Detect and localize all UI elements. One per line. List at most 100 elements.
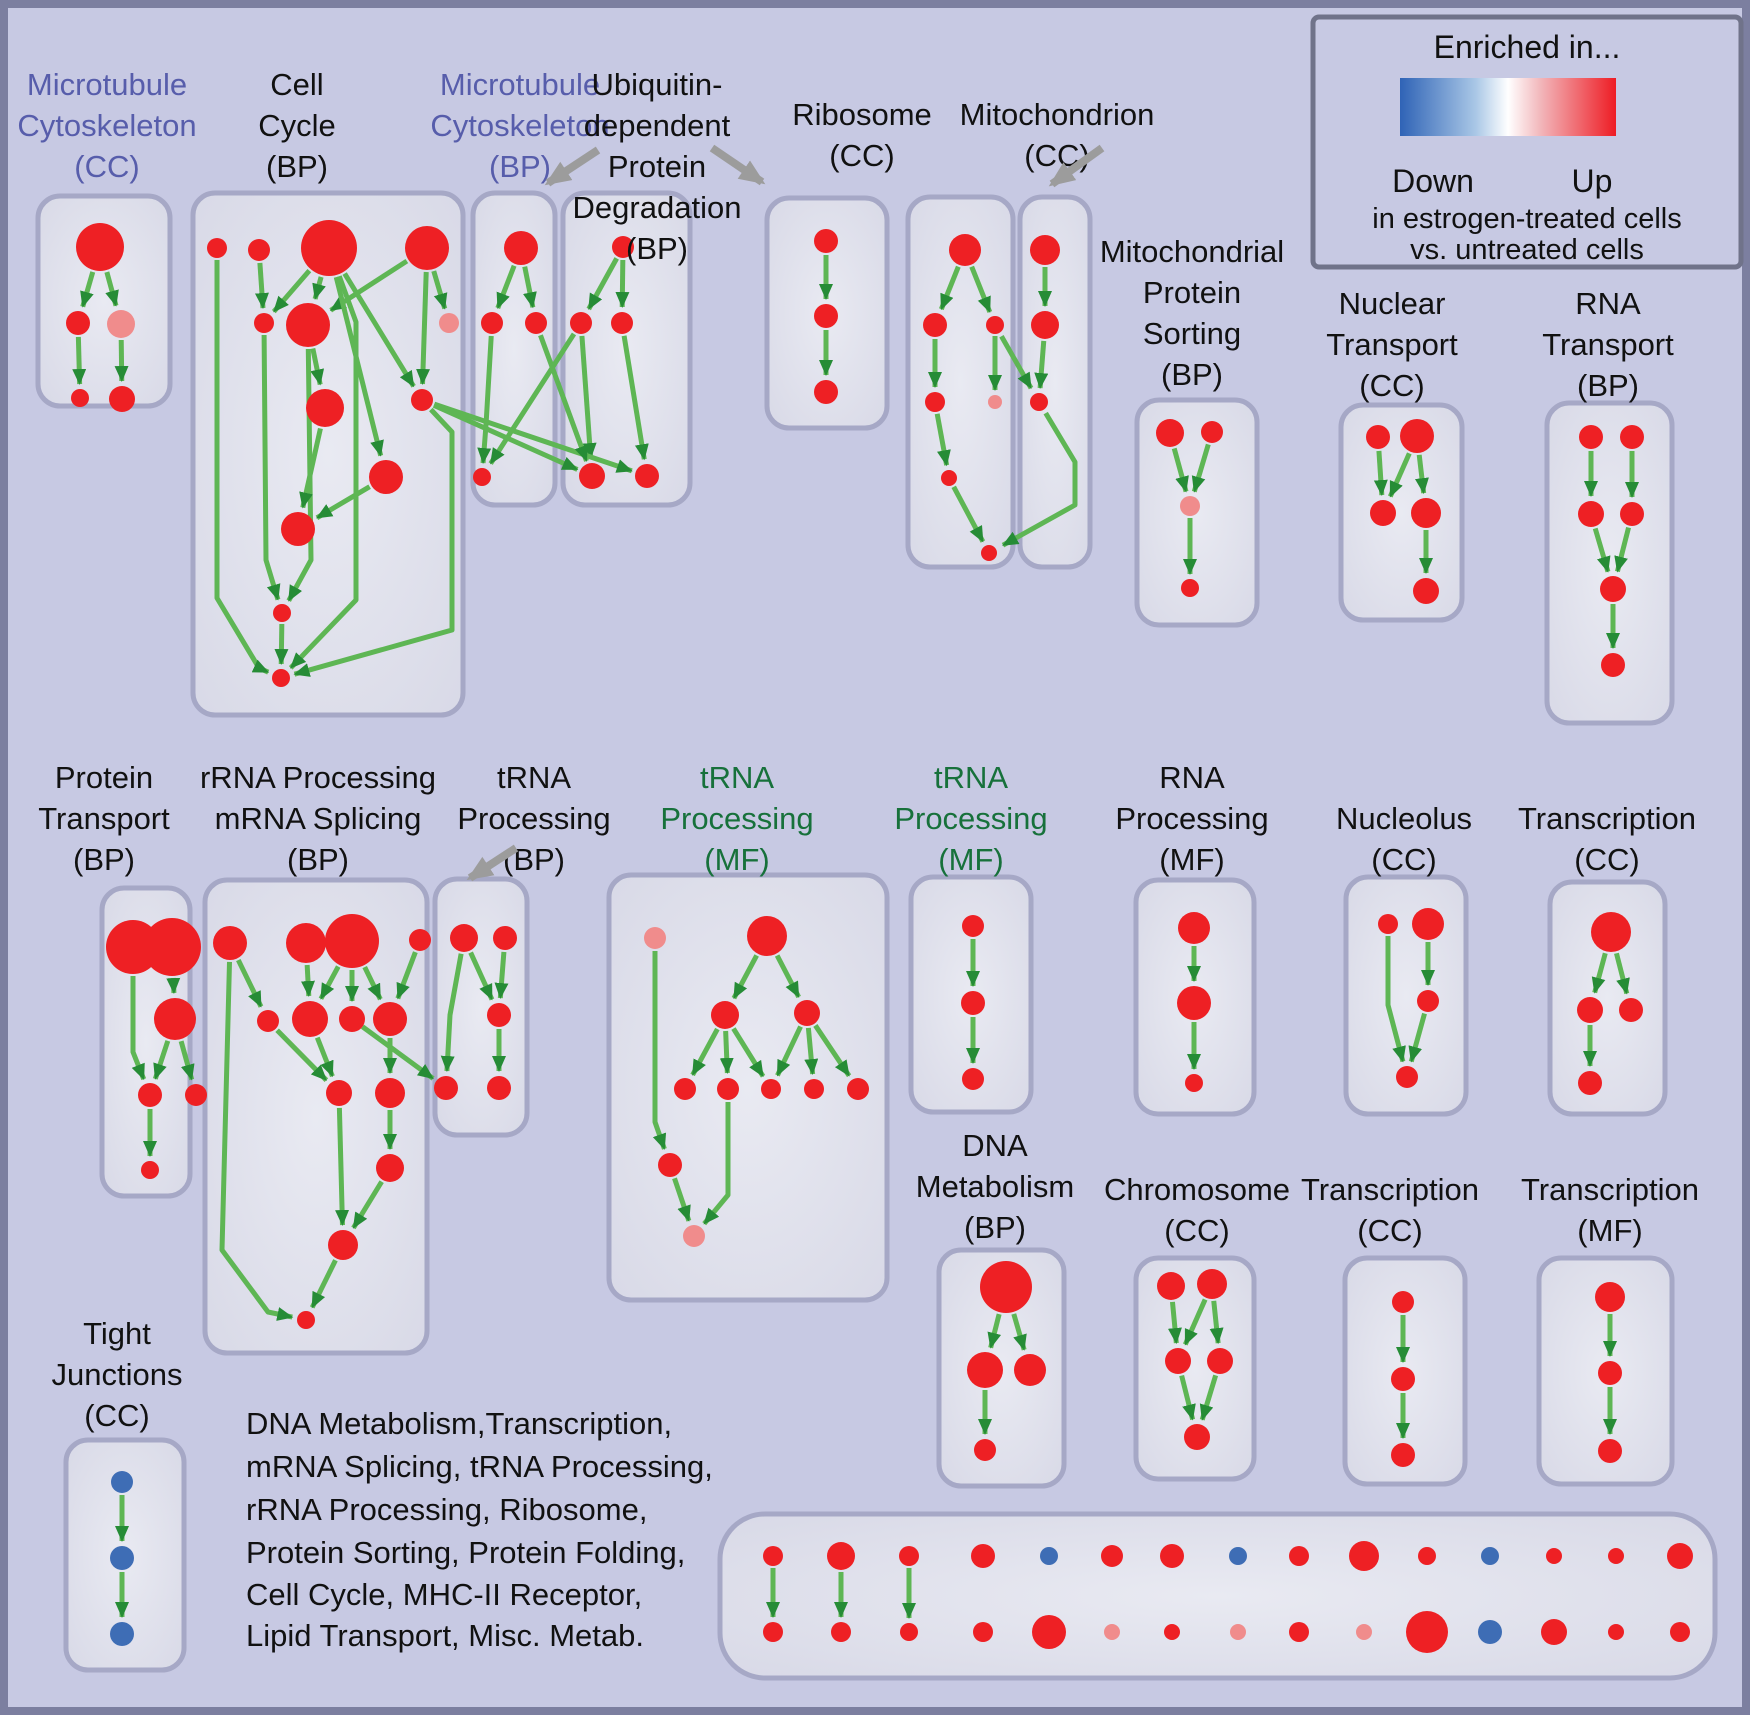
edge-protein-transport-bp: [178, 1040, 195, 1081]
node-rrna-processing-mrna-splicing-bp: [373, 1002, 407, 1036]
node-rrna-processing-mrna-splicing-bp: [326, 1080, 352, 1106]
node-ribosome-cc: [941, 470, 957, 486]
node-nuclear-transport-cc: [1366, 425, 1390, 449]
node-misc-pairs: [1349, 1541, 1379, 1571]
edge-microtubule-cytoskeleton-cc: [104, 271, 119, 307]
node-chromosome-cc: [1207, 1348, 1233, 1374]
cluster-label-ribosome-cc: (CC): [829, 138, 894, 173]
node-trna-processing-mf-large: [847, 1078, 869, 1100]
node-chromosome-cc: [1157, 1272, 1185, 1300]
edge-rna-transport-bp: [1614, 526, 1631, 573]
edge-rrna-processing-mrna-splicing-bp: [236, 958, 264, 1008]
node-trna-processing-bp: [487, 1076, 511, 1100]
node-nucleolus-cc: [1378, 914, 1398, 934]
node-protein-transport-bp: [138, 1083, 162, 1107]
cluster-label-cell-cycle-bp: Cycle: [258, 108, 336, 143]
edge-cell-cycle-bp: [261, 334, 281, 601]
label-pointer-arrow: [1048, 144, 1105, 188]
pointer-arrows-layer: [466, 144, 1105, 882]
node-transcription-mf: [1598, 1361, 1622, 1385]
cluster-label-rna-transport-bp: Transport: [1542, 327, 1674, 362]
cluster-label-tight-junctions-cc: Junctions: [52, 1357, 183, 1392]
cluster-label-nucleolus-cc: Nucleolus: [1336, 801, 1472, 836]
edge-mitochondrial-protein-sorting-bp: [1171, 447, 1189, 493]
cluster-label-ubiquitin-degradation-left: (BP): [626, 231, 688, 266]
cluster-label-mitochondrial-protein-sorting-bp: Protein: [1143, 275, 1241, 310]
node-protein-transport-bp: [143, 918, 201, 976]
node-ubiquitin-degradation-right: [814, 229, 838, 253]
node-microtubule-cytoskeleton-cc: [109, 386, 135, 412]
cross-edge: [999, 335, 1034, 390]
node-nucleolus-cc: [1417, 990, 1439, 1012]
edge-ribosome-cc: [951, 485, 986, 543]
edge-trna-processing-mf-large: [775, 1025, 803, 1077]
edge-rrna-processing-mrna-splicing-bp: [301, 964, 315, 998]
edge-ribosome-cc: [934, 413, 951, 467]
node-microtubule-cytoskeleton-cc: [71, 389, 89, 407]
node-protein-transport-bp: [154, 998, 196, 1040]
edge-transcription-cc-middle: [1591, 952, 1608, 994]
node-transcription-cc-bottom: [1391, 1443, 1415, 1467]
cluster-label-nuclear-transport-cc: Transport: [1326, 327, 1458, 362]
cluster-label-nuclear-transport-cc: (CC): [1359, 368, 1424, 403]
legend-gradient-bar: [1400, 78, 1616, 136]
edge-nucleolus-cc: [1385, 936, 1406, 1063]
node-trna-processing-mf-large: [674, 1078, 696, 1100]
node-trna-processing-mf-large: [804, 1079, 824, 1099]
edge-trna-processing-bp: [468, 951, 495, 1001]
node-misc-pairs: [1406, 1611, 1448, 1653]
cluster-label-dna-metabolism-bp: (BP): [964, 1210, 1026, 1245]
edge-microtubule-cytoskeleton-bp: [477, 335, 494, 465]
cross-edge: [1001, 411, 1078, 548]
edge-rrna-processing-mrna-splicing-bp: [362, 965, 383, 1001]
edge-rrna-processing-mrna-splicing-bp: [309, 1259, 338, 1309]
edge-nuclear-transport-cc: [1387, 452, 1412, 498]
node-misc-pairs: [1164, 1624, 1180, 1640]
node-trna-processing-mf-large: [794, 1000, 820, 1026]
node-rrna-processing-mrna-splicing-bp: [328, 1230, 358, 1260]
edge-nucleolus-cc: [1408, 1012, 1427, 1063]
node-trna-processing-mf-large: [644, 927, 666, 949]
node-ribosome-cc: [949, 234, 981, 266]
node-ubiquitin-degradation-right: [814, 304, 838, 328]
node-rrna-processing-mrna-splicing-bp: [409, 929, 431, 951]
node-rna-processing-mf: [1177, 986, 1211, 1020]
node-trna-processing-bp: [493, 926, 517, 950]
node-cell-cycle-bp: [369, 460, 403, 494]
node-trna-processing-mf-large: [683, 1225, 705, 1247]
edge-cell-cycle-bp: [299, 427, 323, 509]
edge-chromosome-cc: [1199, 1374, 1219, 1421]
edge-protein-transport-bp: [130, 976, 147, 1081]
node-mitochondrial-protein-sorting-bp: [1201, 421, 1223, 443]
edges-layer: [72, 255, 1639, 1619]
node-nuclear-transport-cc: [1370, 500, 1396, 526]
node-cell-cycle-bp: [286, 303, 330, 347]
cluster-label-trna-processing-bp: tRNA: [497, 760, 571, 795]
node-ribosome-cc: [925, 392, 945, 412]
node-trna-processing-mf-small: [962, 1068, 984, 1090]
label-pointer-arrow: [544, 146, 601, 187]
cluster-label-rrna-processing-mrna-splicing-bp: (BP): [287, 842, 349, 877]
node-misc-pairs: [1289, 1622, 1309, 1642]
edge-dna-metabolism-bp: [1011, 1313, 1027, 1351]
node-rna-transport-bp: [1620, 502, 1644, 526]
cluster-label-trna-processing-bp: Processing: [457, 801, 610, 836]
node-trna-processing-bp: [450, 924, 478, 952]
node-nuclear-transport-cc: [1411, 498, 1441, 528]
node-rrna-processing-mrna-splicing-bp: [297, 1311, 315, 1329]
cluster-label-mitochondrial-protein-sorting-bp: (BP): [1161, 357, 1223, 392]
edge-cell-cycle-bp: [271, 269, 312, 314]
edge-rrna-processing-mrna-splicing-bp: [219, 961, 294, 1321]
node-rna-transport-bp: [1620, 425, 1644, 449]
node-ribosome-cc: [986, 316, 1004, 334]
node-cell-cycle-bp: [439, 313, 459, 333]
cluster-label-transcription-mf: Transcription: [1521, 1172, 1699, 1207]
node-tight-junctions-cc: [110, 1546, 134, 1570]
edge-rrna-processing-mrna-splicing-bp: [314, 1036, 335, 1078]
node-microtubule-cytoskeleton-bp: [481, 312, 503, 334]
edge-cell-cycle-bp: [310, 348, 325, 386]
cluster-label-microtubule-cytoskeleton-cc: Microtubule: [27, 67, 187, 102]
cluster-label-ubiquitin-degradation-left: Ubiquitin-: [592, 67, 723, 102]
edge-trna-processing-mf-large: [731, 1027, 766, 1078]
